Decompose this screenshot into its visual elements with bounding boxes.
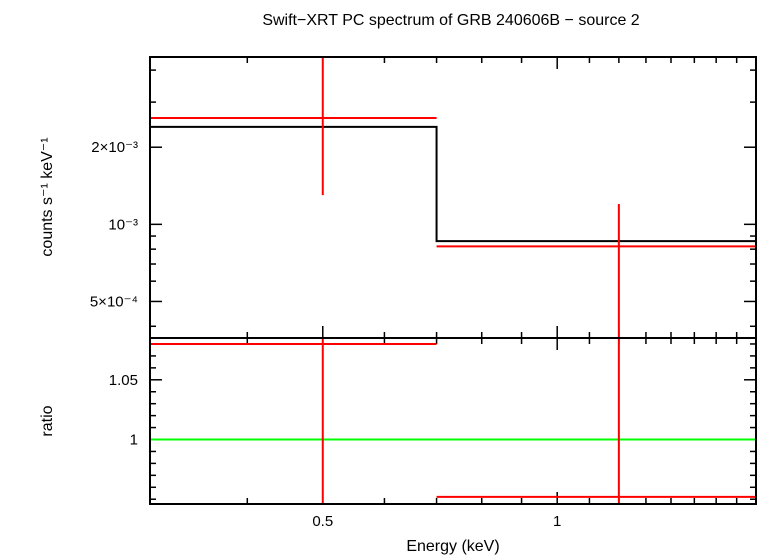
x-axis-label: Energy (keV): [406, 538, 499, 555]
model-series: [150, 125, 756, 243]
x-tick-label: 1: [553, 513, 561, 530]
spectrum-y-tick-labels: 5×10⁻⁴ 10⁻³ 2×10⁻³: [90, 139, 138, 310]
y-tick-label: 5×10⁻⁴: [90, 293, 138, 310]
spectrum-y-axis-label: counts s⁻¹ keV⁻¹: [39, 137, 56, 256]
ratio-y-tick-labels: 11.05: [109, 372, 138, 449]
ratio-data-series: [150, 338, 756, 504]
data-series: [150, 57, 756, 338]
ratio-panel: 11.05 0.5 1 ratio Energy (keV): [39, 337, 757, 555]
ratio-y-axis-label: ratio: [39, 405, 56, 436]
y-tick-label: 1: [130, 432, 138, 449]
model-step-line: [150, 125, 756, 243]
y-tick-label: 10⁻³: [108, 216, 138, 233]
y-tick-label: 1.05: [109, 372, 138, 389]
ratio-panel-frame: [149, 337, 757, 505]
x-tick-label: 0.5: [312, 513, 333, 530]
ratio-x-tick-labels: 0.5 1: [312, 513, 561, 530]
chart-title: Swift−XRT PC spectrum of GRB 240606B − s…: [262, 12, 639, 29]
y-tick-label: 2×10⁻³: [91, 139, 138, 156]
